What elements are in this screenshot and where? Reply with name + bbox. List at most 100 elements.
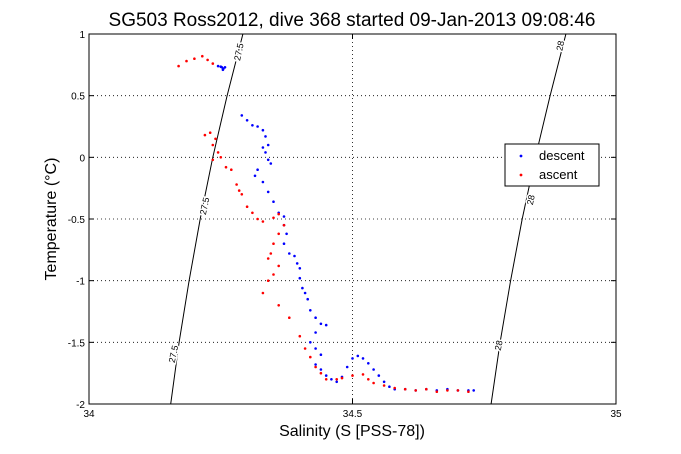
descent-point — [330, 378, 333, 381]
ascent-point — [237, 189, 241, 192]
ascent-point — [208, 131, 212, 134]
descent-point — [319, 353, 323, 357]
descent-point — [251, 124, 254, 127]
isopycnal-label: 28 — [493, 339, 505, 351]
y-tick-label: -0.5 — [68, 215, 86, 226]
isopycnal-label: 27.5 — [232, 42, 245, 61]
descent-point — [306, 297, 310, 301]
descent-point — [367, 362, 370, 365]
descent-point — [240, 114, 244, 117]
y-tick-label: 1 — [79, 30, 85, 41]
ascent-point — [261, 291, 265, 295]
descent-point — [266, 158, 270, 162]
ascent-point — [403, 387, 407, 391]
descent-point — [216, 64, 220, 68]
isopycnal-line — [170, 34, 244, 404]
y-tick-label: 0 — [79, 153, 85, 164]
legend-label-descent: descent — [539, 148, 585, 163]
ascent-point — [230, 168, 233, 171]
descent-point — [266, 190, 270, 194]
isopycnal-label: 27.5 — [167, 344, 180, 363]
descent-point — [324, 374, 328, 377]
ascent-point — [266, 279, 270, 283]
descent-point — [303, 291, 307, 295]
descent-point — [382, 380, 386, 384]
isopycnal-label-halo: 28 — [493, 339, 505, 351]
ascent-point — [456, 389, 460, 392]
ascent-point — [193, 57, 196, 60]
descent-point — [319, 368, 323, 371]
descent-point — [253, 174, 257, 178]
ascent-point — [382, 384, 386, 387]
ascent-point — [214, 137, 217, 141]
x-tick-label: 34 — [83, 409, 95, 420]
ascent-point — [211, 158, 215, 162]
descent-point — [261, 180, 265, 184]
x-axis-label: Salinity (S [PSS-78]) — [279, 423, 425, 440]
y-axis-label: Temperature (°C) — [43, 158, 60, 281]
ascent-point — [266, 257, 270, 260]
ascent-point — [467, 390, 470, 394]
descent-point — [269, 162, 273, 165]
descent-point — [221, 68, 225, 72]
y-tick-label: -1 — [76, 277, 85, 288]
isopycnal-label-halo: 28 — [525, 194, 537, 206]
descent-point — [298, 276, 302, 280]
descent-point — [351, 357, 354, 360]
ascent-point — [269, 252, 273, 255]
descent-point — [256, 168, 259, 171]
descent-point — [272, 200, 275, 203]
descent-point — [282, 242, 286, 245]
ascent-point — [414, 389, 418, 392]
ascent-point — [272, 242, 275, 245]
ascent-point — [277, 232, 281, 236]
ascent-point — [224, 165, 228, 169]
chart-title: SG503 Ross2012, dive 368 started 09-Jan-… — [109, 10, 596, 31]
isopycnal-label: 27.5 — [198, 196, 211, 215]
y-tick-label: -1.5 — [68, 338, 86, 349]
descent-point — [282, 215, 286, 218]
descent-point — [261, 146, 265, 149]
descent-point — [314, 347, 317, 350]
ascent-point — [351, 374, 354, 377]
isopycnal-label: 28 — [525, 194, 537, 206]
axis-ticks: 34 34.5 35 -2 -1.5 -1 -0.5 0 0.5 1 — [68, 30, 622, 420]
descent-point — [256, 125, 259, 128]
isopycnal-label: 28 — [554, 40, 566, 52]
descent-point — [295, 262, 299, 265]
ascent-point — [177, 64, 180, 68]
legend: descent ascent — [504, 143, 600, 187]
descent-point — [377, 374, 381, 377]
ascent-point — [277, 304, 281, 307]
descent-point — [288, 252, 291, 255]
descent-point — [335, 380, 339, 384]
ascent-point — [272, 273, 275, 276]
ascent-point — [435, 390, 439, 394]
descent-point — [345, 365, 349, 369]
ascent-point — [185, 59, 188, 63]
ascent-point — [211, 143, 215, 147]
ascent-point — [251, 211, 254, 215]
descent-point — [264, 135, 267, 138]
descent-point — [314, 331, 317, 334]
ascent-point — [245, 205, 249, 208]
ascent-point — [361, 373, 365, 376]
descent-point — [285, 232, 288, 236]
ascent-point — [219, 156, 223, 159]
descent-point — [309, 309, 312, 312]
y-tick-label: 0.5 — [71, 92, 85, 103]
ascent-point — [288, 316, 291, 320]
descent-point — [361, 357, 365, 360]
ascent-point — [203, 133, 207, 137]
ascent-point — [372, 381, 375, 385]
ascent-point — [216, 151, 220, 154]
x-tick-label: 34.5 — [343, 409, 363, 420]
ascent-point — [335, 378, 339, 381]
ascent-point — [277, 212, 281, 216]
ascent-point — [319, 371, 323, 375]
legend-box — [504, 143, 600, 187]
legend-label-ascent: ascent — [539, 167, 578, 182]
descent-point — [372, 368, 375, 371]
descent-point — [301, 286, 304, 290]
grid-lines — [89, 34, 616, 404]
